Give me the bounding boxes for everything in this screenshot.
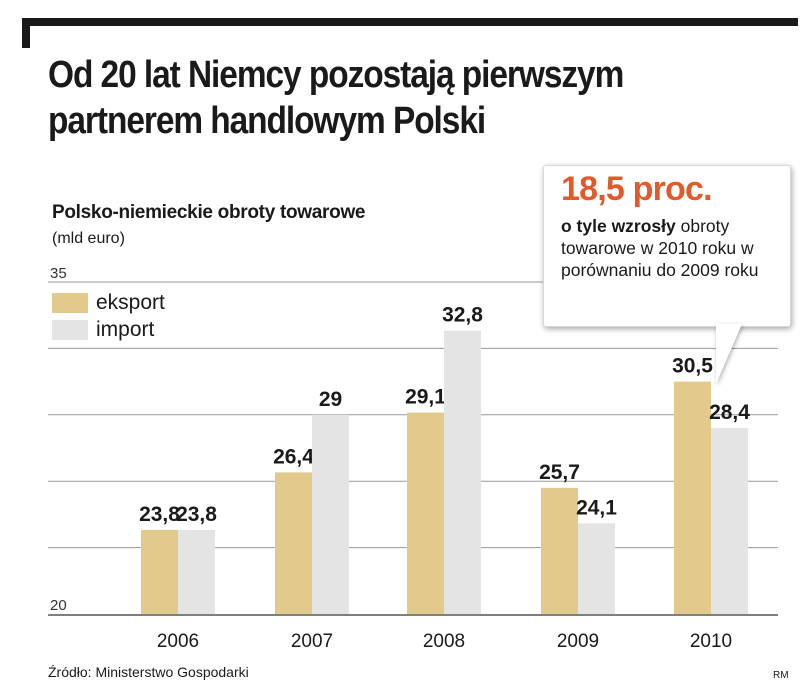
callout-text: o tyle wzrosły obroty towarowe w 2010 ro… bbox=[561, 215, 783, 281]
data-label-import: 29 bbox=[319, 388, 342, 411]
y-tick-label: 20 bbox=[50, 597, 67, 614]
data-label-import: 28,4 bbox=[709, 401, 750, 424]
data-label-import: 24,1 bbox=[576, 496, 617, 519]
data-label-eksport: 29,1 bbox=[405, 386, 446, 409]
x-tick-label: 2007 bbox=[291, 631, 333, 652]
legend-item-import: import bbox=[52, 316, 165, 343]
bar-import bbox=[711, 428, 748, 614]
legend-swatch-import bbox=[52, 319, 88, 340]
bar-import bbox=[178, 529, 215, 614]
data-label-import: 23,8 bbox=[176, 503, 217, 526]
bar-import bbox=[578, 523, 615, 614]
frame-top-rule bbox=[22, 18, 798, 26]
legend-label-import: import bbox=[96, 317, 155, 341]
legend-swatch-eksport bbox=[52, 292, 88, 313]
frame-left-rule bbox=[22, 18, 30, 48]
data-label-eksport: 30,5 bbox=[672, 355, 713, 378]
x-tick-label: 2006 bbox=[157, 631, 199, 652]
bar-eksport bbox=[275, 472, 312, 614]
bar-eksport bbox=[674, 381, 711, 614]
x-tick-label: 2009 bbox=[557, 631, 599, 652]
legend-label-eksport: eksport bbox=[96, 290, 165, 314]
source-note: Źródło: Ministerstwo Gospodarki bbox=[48, 664, 249, 680]
x-tick-label: 2008 bbox=[423, 631, 465, 652]
data-label-eksport: 23,8 bbox=[139, 503, 180, 526]
bar-import bbox=[312, 414, 349, 614]
bar-eksport bbox=[407, 412, 444, 614]
callout-value: 18,5 proc. bbox=[561, 170, 713, 208]
bar-eksport bbox=[541, 487, 578, 614]
callout-rest-text: obroty towarowe w 2010 roku w porównaniu… bbox=[561, 216, 759, 280]
data-label-eksport: 25,7 bbox=[539, 461, 580, 484]
callout-pointer bbox=[716, 324, 742, 384]
author-credit: RM bbox=[773, 670, 789, 681]
legend-item-eksport: eksport bbox=[52, 289, 165, 316]
callout-box bbox=[543, 165, 791, 327]
callout-bold-text: o tyle wzrosły bbox=[561, 216, 676, 236]
unit-label: (mld euro) bbox=[52, 230, 125, 247]
y-tick-label: 35 bbox=[50, 265, 67, 282]
headline: Od 20 lat Niemcy pozostają pierwszym par… bbox=[48, 54, 624, 142]
data-label-import: 32,8 bbox=[442, 304, 483, 327]
data-label-eksport: 26,4 bbox=[273, 445, 314, 468]
chart-title: Polsko-niemieckie obroty towarowe bbox=[52, 202, 366, 223]
bar-eksport bbox=[141, 529, 178, 614]
legend: eksport import bbox=[52, 289, 165, 343]
x-tick-label: 2010 bbox=[690, 631, 732, 652]
bar-import bbox=[444, 330, 481, 614]
